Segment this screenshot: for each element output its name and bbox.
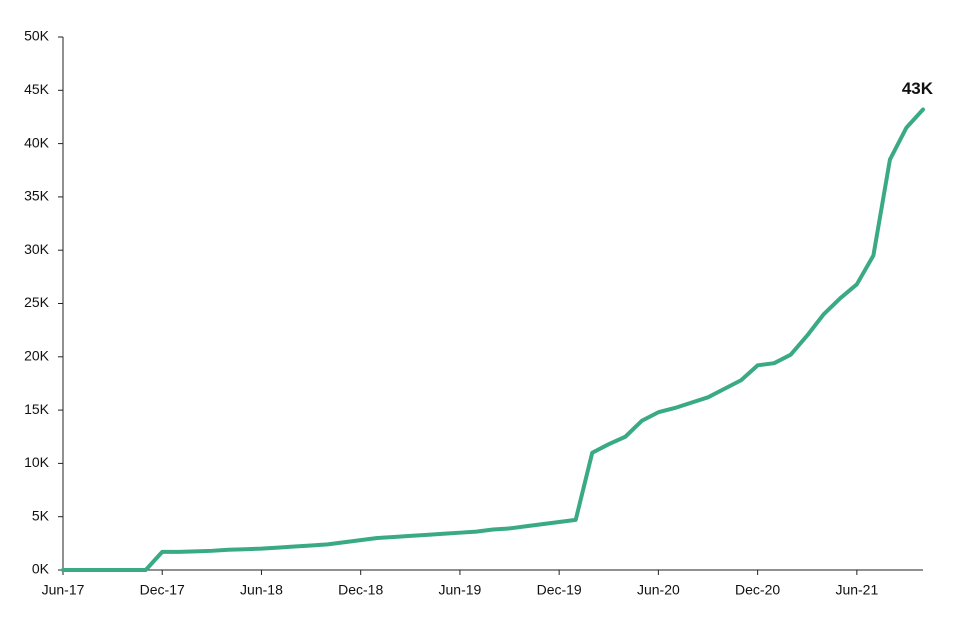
y-tick-label: 25K: [24, 294, 50, 310]
y-tick-label: 50K: [24, 28, 50, 44]
x-tick-label: Jun-18: [240, 582, 283, 598]
y-tick-label: 35K: [24, 188, 50, 204]
x-tick-label: Jun-21: [835, 582, 878, 598]
y-tick-label: 20K: [24, 348, 50, 364]
x-tick-label: Dec-18: [338, 582, 383, 598]
y-tick-label: 40K: [24, 134, 50, 150]
y-tick-label: 0K: [32, 561, 50, 577]
value-label: 43K: [902, 79, 934, 98]
x-tick-label: Dec-17: [140, 582, 185, 598]
x-tick-label: Jun-19: [439, 582, 482, 598]
y-tick-label: 45K: [24, 81, 50, 97]
y-tick-label: 15K: [24, 401, 50, 417]
x-tick-label: Dec-20: [735, 582, 780, 598]
x-tick-label: Dec-19: [537, 582, 582, 598]
line: [61, 107, 925, 572]
y-tick-label: 10K: [24, 454, 50, 470]
y-tick-label: 30K: [24, 241, 50, 257]
x-tick-label: Jun-20: [637, 582, 680, 598]
y-tick-label: 5K: [32, 507, 50, 523]
x-tick-label: Jun-17: [42, 582, 85, 598]
